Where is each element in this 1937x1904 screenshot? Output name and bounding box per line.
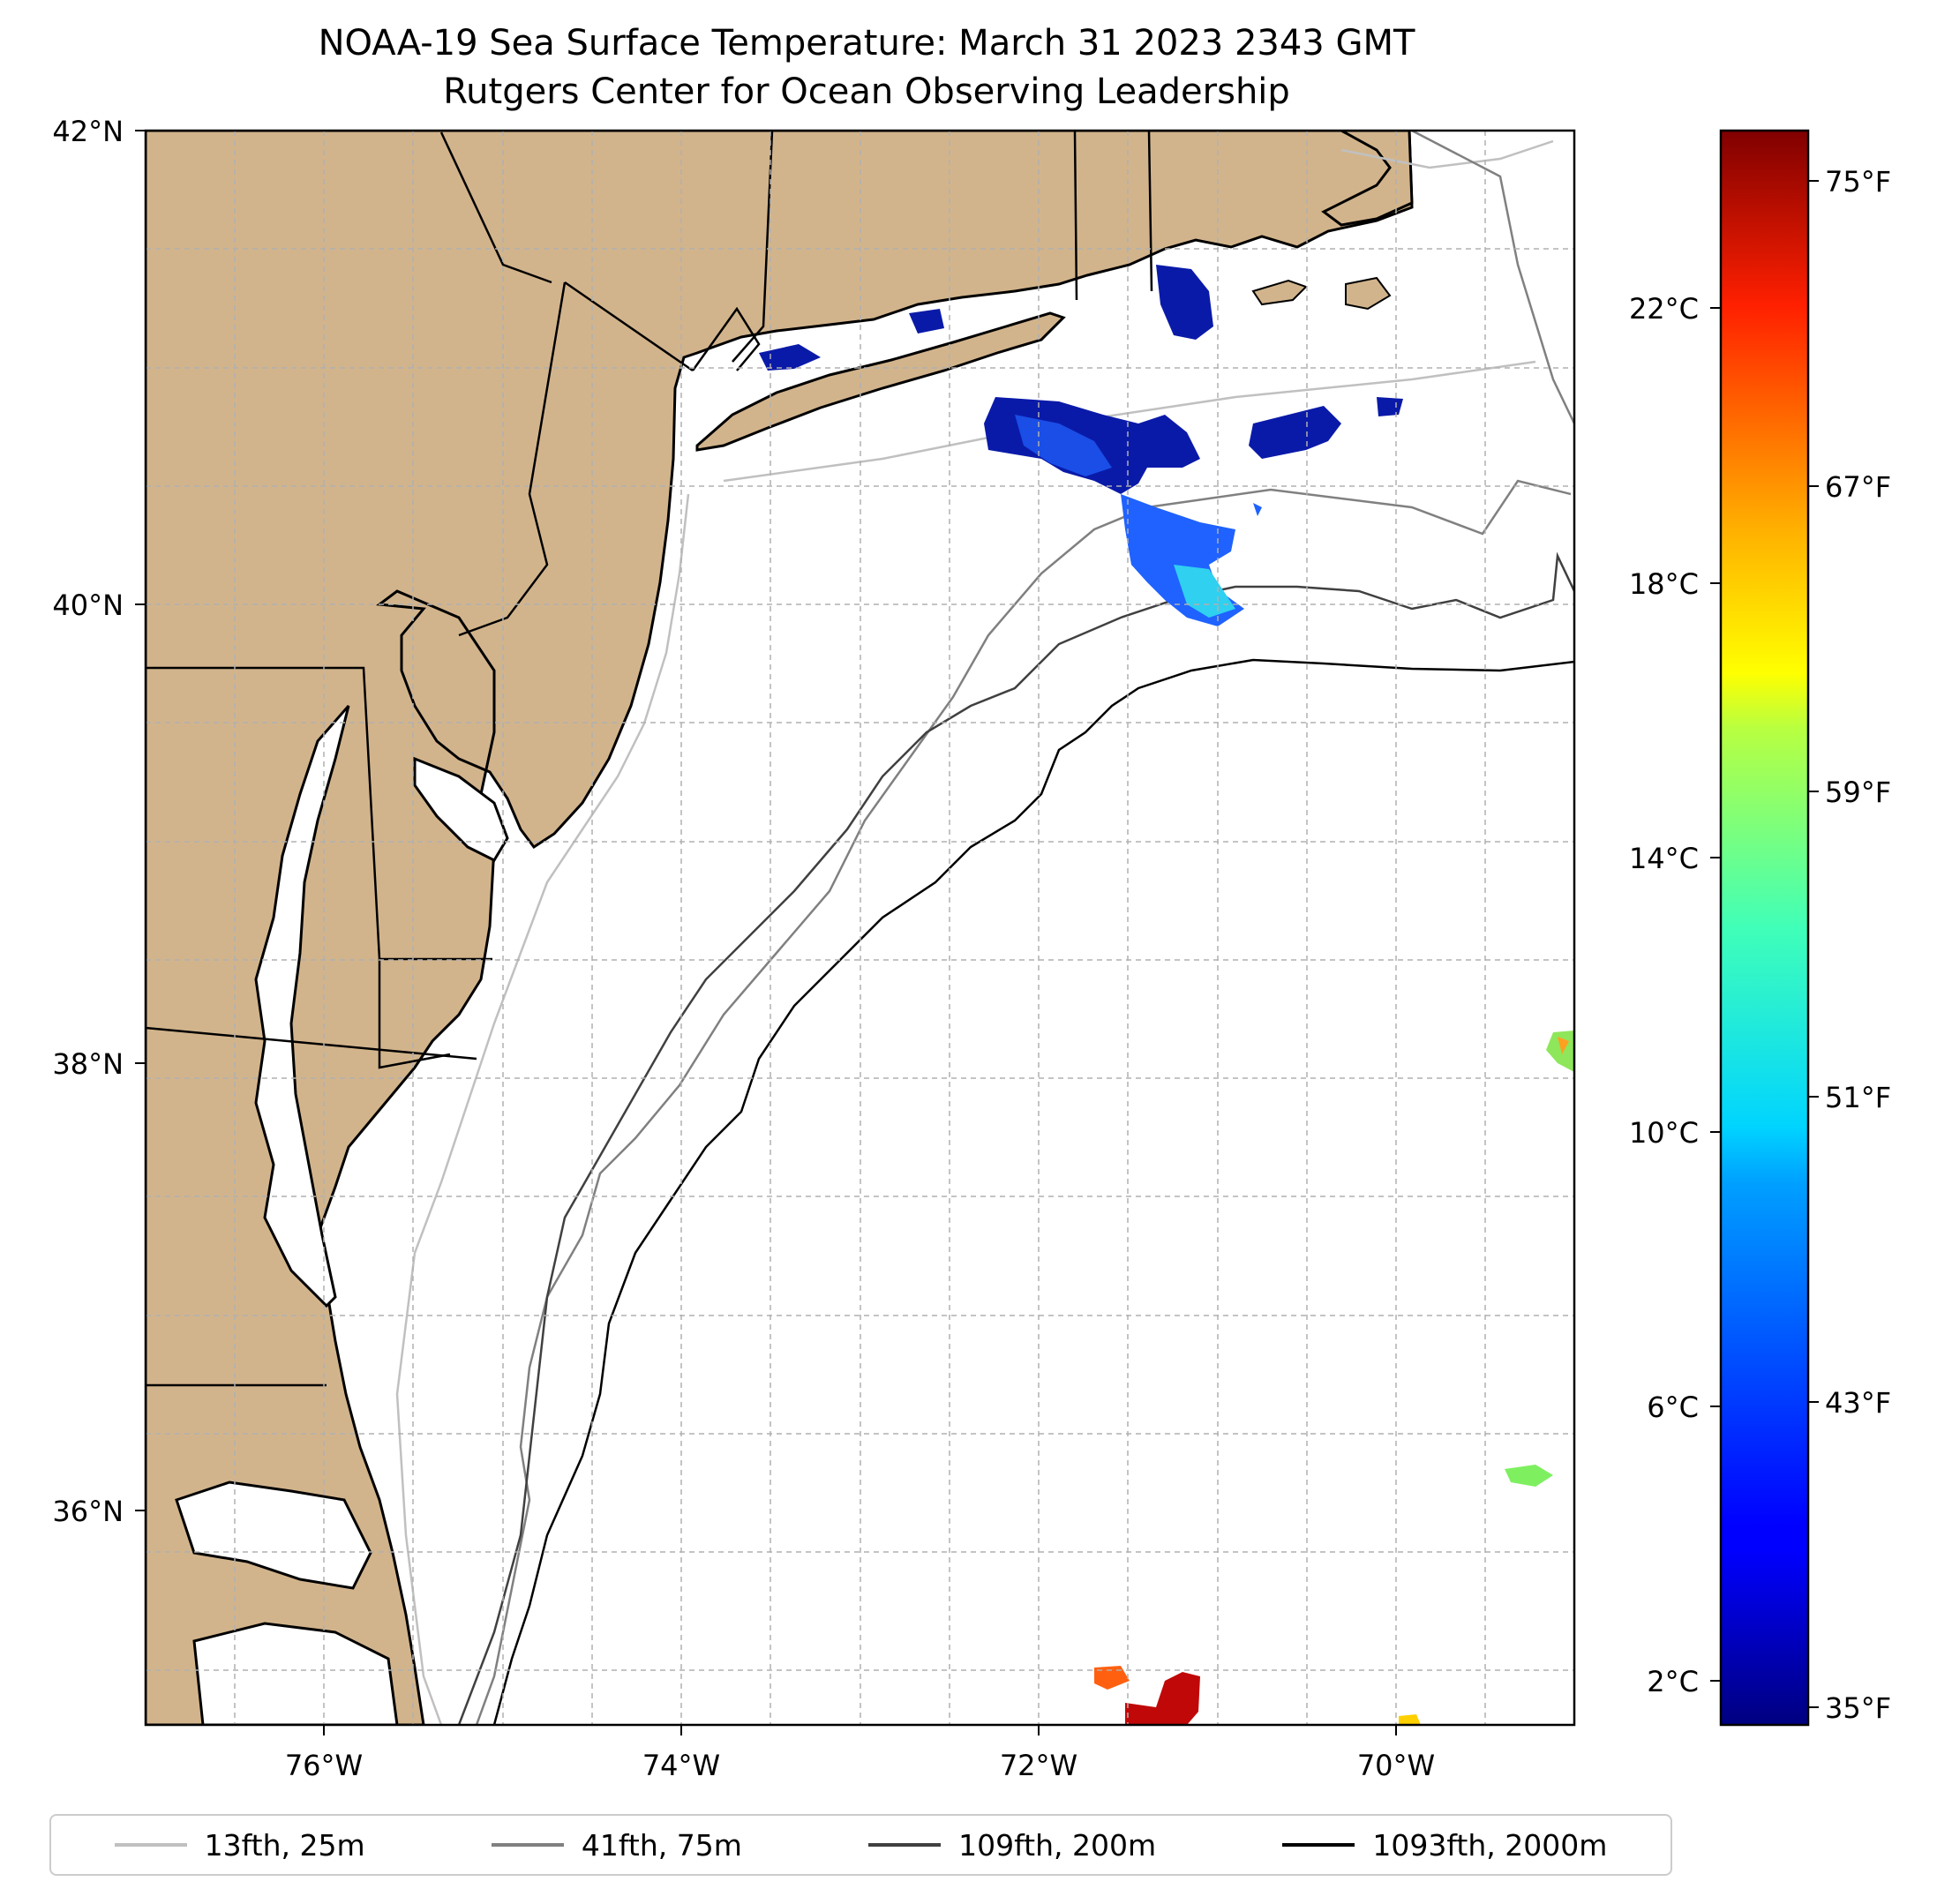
gridlines — [146, 131, 1574, 1725]
contour-200m — [457, 551, 1574, 1725]
colorbar-f-label: 43°F — [1825, 1386, 1891, 1420]
sst-patches — [759, 265, 1574, 1725]
map-frame — [144, 129, 1576, 1727]
colorbar-f-label: 67°F — [1825, 470, 1891, 504]
water-delaware-bay — [413, 756, 509, 862]
lon-tick-76w: 76°W — [285, 1749, 363, 1782]
colorbar-c-label: 10°C — [1629, 1116, 1699, 1150]
land-cape-cod — [1321, 131, 1414, 227]
chart-subtitle: Rutgers Center for Ocean Observing Leade… — [443, 71, 1290, 112]
land-nantucket — [1345, 276, 1392, 311]
contour-75m — [475, 131, 1574, 1725]
legend-swatch — [491, 1843, 564, 1847]
colorbar-c-label: 2°C — [1647, 1665, 1699, 1698]
state-borders — [146, 131, 1153, 1387]
legend-item-200m: 109fth, 200m — [868, 1828, 1156, 1863]
legend-label: 41fth, 75m — [581, 1827, 742, 1863]
water-chesapeake-bay — [254, 705, 350, 1308]
colorbar — [1719, 129, 1810, 1727]
land-marthas-vineyard — [1251, 279, 1308, 306]
colorbar-c-label: 18°C — [1629, 567, 1699, 601]
legend-item-75m: 41fth, 75m — [491, 1827, 742, 1863]
lat-tick-36n: 36°N — [52, 1495, 124, 1528]
colorbar-f-label: 59°F — [1825, 776, 1891, 809]
lon-tick-70w: 70°W — [1357, 1749, 1435, 1782]
legend: 13fth, 25m 41fth, 75m 109fth, 200m 1093f… — [49, 1814, 1672, 1876]
land-mainland — [146, 131, 1414, 1725]
water-albemarle-sound — [175, 1480, 372, 1590]
chart-title: NOAA-19 Sea Surface Temperature: March 3… — [318, 23, 1415, 64]
colorbar-f-label: 35°F — [1825, 1691, 1891, 1725]
contour-2000m — [492, 658, 1574, 1725]
legend-label: 109fth, 200m — [958, 1827, 1157, 1863]
legend-label: 13fth, 25m — [204, 1827, 365, 1863]
lat-tick-38n: 38°N — [52, 1047, 124, 1081]
legend-item-2000m: 1093fth, 2000m — [1282, 1828, 1607, 1863]
lat-tick-40n: 40°N — [52, 588, 124, 622]
colorbar-c-label: 6°C — [1647, 1391, 1699, 1424]
colorbar-c-label: 14°C — [1629, 842, 1699, 875]
lon-tick-72w: 72°W — [1000, 1749, 1077, 1782]
lon-tick-74w: 74°W — [642, 1749, 720, 1782]
colorbar-f-label: 75°F — [1825, 165, 1891, 199]
axis-ticks — [135, 130, 1397, 1735]
contour-25m — [395, 139, 1554, 1725]
colorbar-ticks — [1710, 180, 1819, 1708]
lat-tick-42n: 42°N — [52, 115, 124, 148]
legend-swatch — [1282, 1843, 1355, 1847]
water-pamlico-sound — [192, 1622, 399, 1725]
legend-swatch — [868, 1843, 942, 1847]
legend-swatch — [114, 1843, 187, 1847]
legend-label: 1093fth, 2000m — [1372, 1827, 1608, 1863]
colorbar-f-label: 51°F — [1825, 1081, 1891, 1114]
legend-item-25m: 13fth, 25m — [114, 1827, 365, 1863]
land-long-island — [695, 311, 1066, 452]
colorbar-c-label: 22°C — [1629, 292, 1699, 326]
